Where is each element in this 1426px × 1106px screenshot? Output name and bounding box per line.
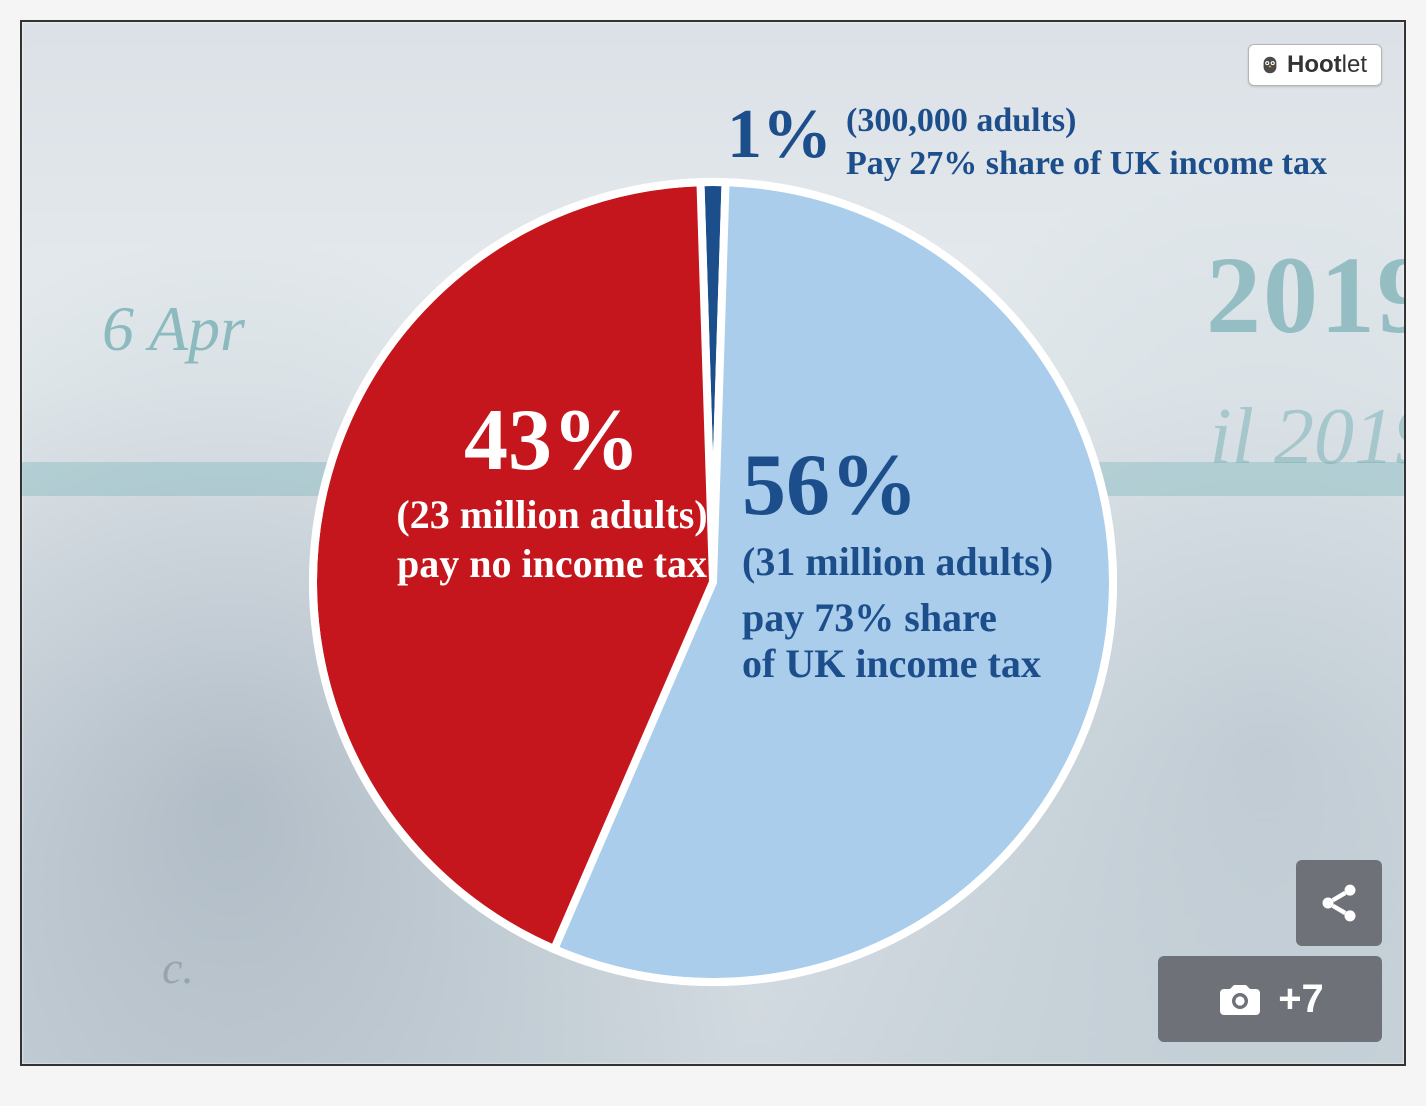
camera-icon [1216, 975, 1264, 1023]
slice-label-nonpayers: 43% (23 million adults) pay no income ta… [362, 397, 742, 587]
share-icon [1317, 881, 1361, 925]
owl-icon [1259, 54, 1281, 76]
share-button[interactable] [1296, 860, 1382, 946]
gallery-count: +7 [1278, 977, 1324, 1022]
background-text: c. [162, 941, 194, 994]
slice-text: (300,000 adults) Pay 27% share of UK inc… [846, 100, 1327, 185]
slice-label-majority: 56% (31 million adults) pay 73% shareof … [742, 442, 1142, 687]
background-text: 6 Apr [102, 292, 245, 366]
slice-subtitle: (23 million adults) [362, 491, 742, 538]
chart-frame: 6 Apr 2019 il 2019 c. 1% (300,000 adults… [20, 20, 1406, 1066]
slice-percent: 43% [362, 397, 742, 485]
slice-percent: 56% [742, 442, 1142, 530]
gallery-button[interactable]: +7 [1158, 956, 1382, 1042]
background-text: 2019 [1206, 232, 1406, 359]
background-text: il 2019 [1210, 392, 1406, 483]
slice-subtitle: (31 million adults) [742, 538, 1142, 585]
slice-description: pay no income tax [362, 540, 742, 587]
hootlet-badge[interactable]: Hootlet [1248, 44, 1382, 86]
hootlet-label: Hootlet [1287, 51, 1367, 79]
slice-label-top1: 1% (300,000 adults) Pay 27% share of UK … [727, 100, 1327, 185]
slice-percent: 1% [727, 100, 832, 170]
slice-description: pay 73% shareof UK income tax [742, 595, 1142, 687]
